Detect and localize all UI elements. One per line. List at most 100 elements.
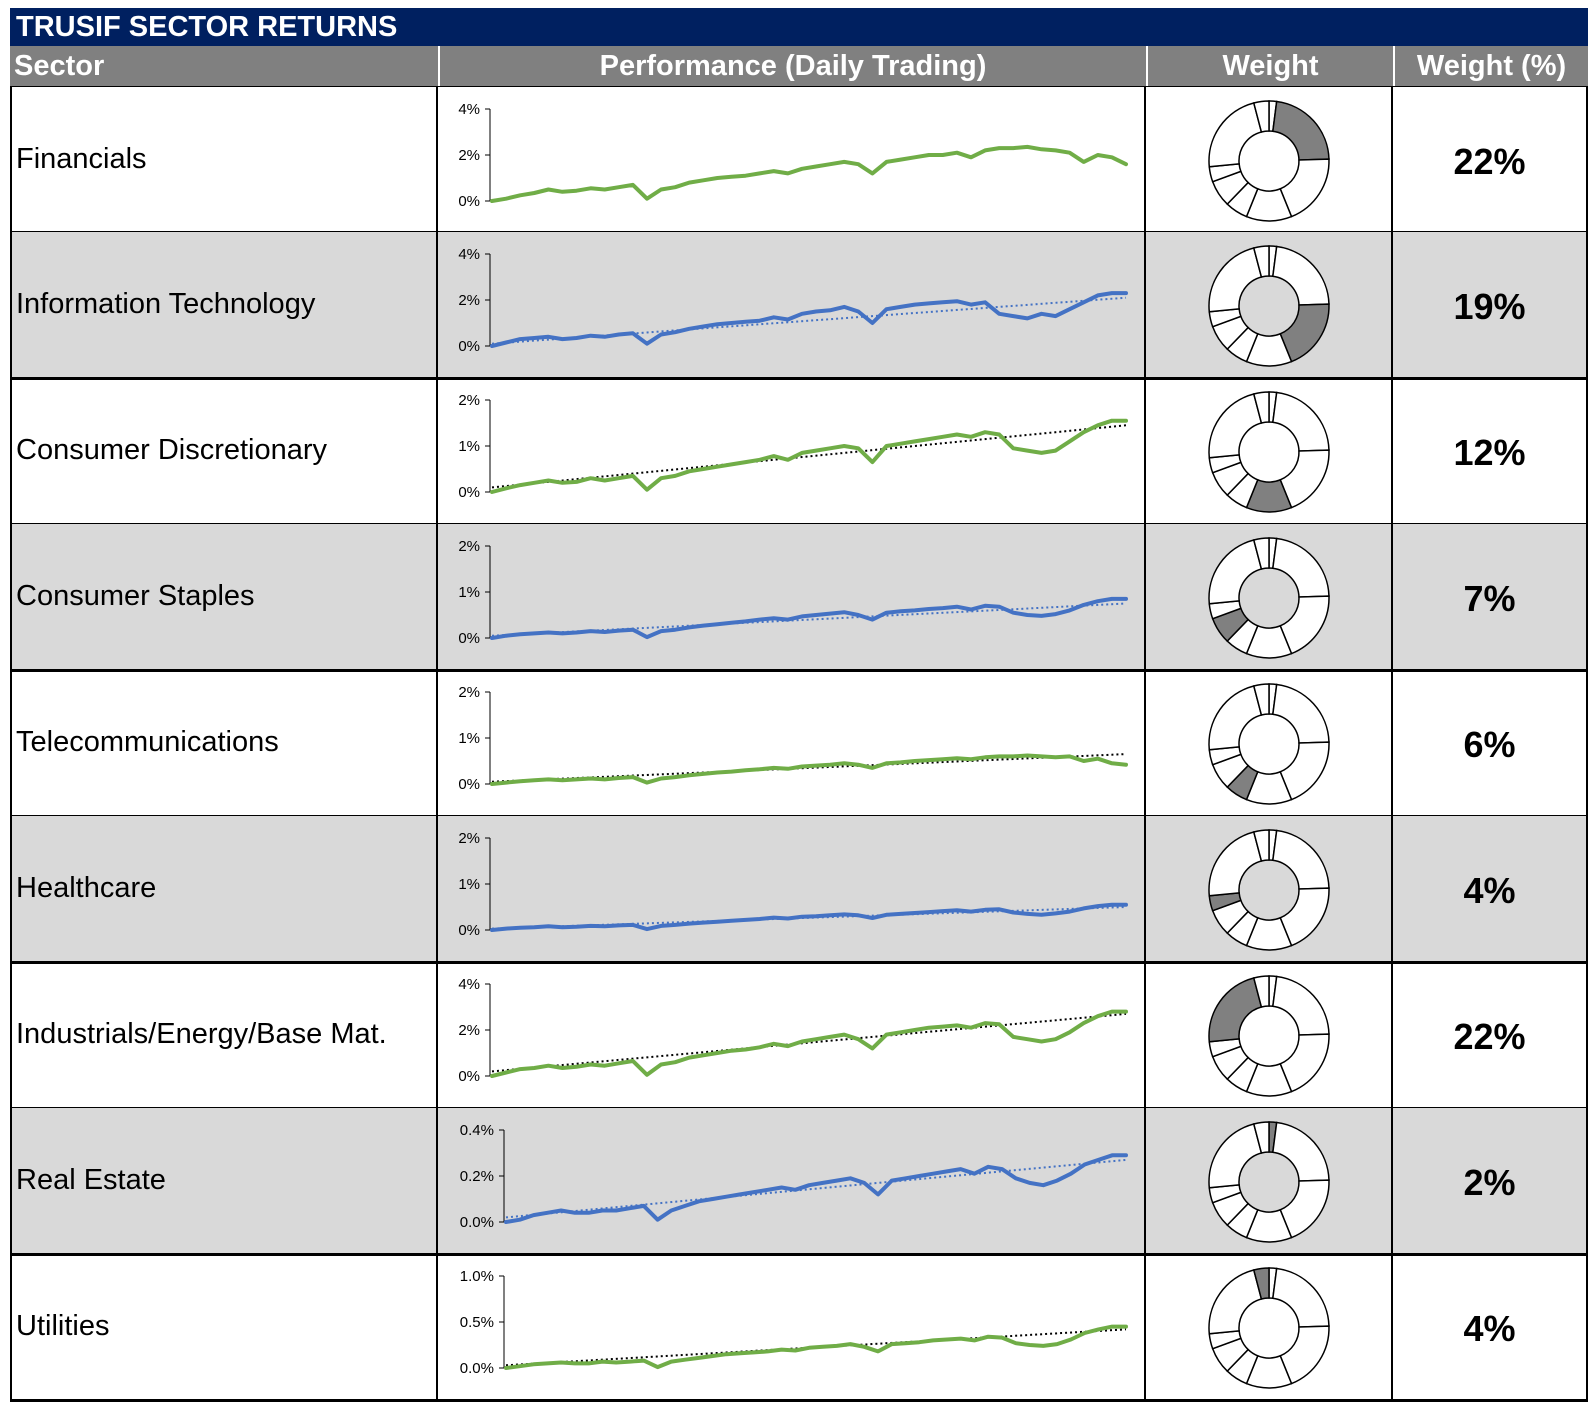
performance-chart: 2% 1% 0% — [458, 538, 1128, 647]
y-tick-label: 2% — [458, 684, 480, 701]
weight-donut — [1208, 537, 1330, 659]
sector-name: Consumer Staples — [16, 580, 255, 612]
sector-cell: Industrials/Energy/Base Mat. — [10, 962, 438, 1107]
performance-cell: 2% 1% 0% — [438, 670, 1146, 815]
donut-segment — [1271, 245, 1330, 306]
weight-donut — [1208, 1267, 1330, 1389]
performance-chart: 4% 2% 0% — [458, 246, 1128, 355]
performance-line — [490, 902, 1128, 932]
donut-segment — [1252, 975, 1270, 1008]
weight-donut — [1208, 683, 1330, 805]
donut-segment — [1271, 1121, 1330, 1182]
performance-chart: 1.0% 0.5% 0.0% — [460, 1268, 1128, 1377]
y-tick-label: 0% — [458, 922, 480, 939]
performance-chart: 2% 1% 0% — [458, 830, 1128, 939]
performance-cell: 2% 1% 0% — [438, 378, 1146, 523]
y-tick-label: 0.0% — [460, 1214, 494, 1231]
y-tick-label: 2% — [458, 1022, 480, 1039]
performance-chart: 4% 2% 0% — [458, 101, 1128, 210]
performance-cell: 4% 2% 0% — [438, 232, 1146, 377]
y-tick-label: 0% — [458, 484, 480, 501]
donut-segment — [1208, 393, 1263, 459]
weight-donut — [1208, 245, 1330, 367]
weight-pct-value: 19% — [1453, 286, 1526, 327]
y-tick-label: 2% — [458, 830, 480, 847]
donut-segment — [1271, 975, 1330, 1036]
weight-donut — [1208, 829, 1330, 951]
weight-pct-cell: 12% — [1393, 378, 1588, 523]
donut-segment — [1252, 1121, 1270, 1154]
weight-pct-cell: 2% — [1393, 1108, 1588, 1253]
donut-segment — [1208, 977, 1263, 1043]
weight-cell — [1146, 232, 1393, 377]
performance-chart: 0.4% 0.2% 0.0% — [460, 1122, 1128, 1231]
sector-name: Consumer Discretionary — [16, 434, 328, 466]
sector-name: Telecommunications — [16, 726, 279, 758]
y-tick-label: 4% — [458, 246, 480, 263]
donut-segment — [1208, 685, 1263, 751]
weight-donut — [1208, 100, 1330, 222]
donut-segment — [1208, 247, 1263, 313]
y-tick-label: 0.0% — [460, 1360, 494, 1377]
weight-pct-cell: 22% — [1393, 962, 1588, 1107]
table-row: Telecommunications 2% 1% 0% 6% — [10, 670, 1588, 818]
weight-cell — [1146, 524, 1393, 669]
sector-name: Utilities — [16, 1310, 110, 1342]
performance-chart: 2% 1% 0% — [458, 392, 1128, 501]
trendline — [491, 1012, 1127, 1073]
sector-name: Financials — [16, 143, 147, 175]
y-tick-label: 2% — [458, 538, 480, 555]
y-tick-label: 1% — [458, 584, 480, 601]
trendline — [491, 424, 1127, 489]
donut-segment — [1208, 1123, 1263, 1189]
y-tick-label: 2% — [458, 392, 480, 409]
trendline — [505, 1158, 1127, 1219]
y-tick-label: 0.4% — [460, 1122, 494, 1139]
table-row: Healthcare 2% 1% 0% 4% — [10, 816, 1588, 964]
table-row: Consumer Discretionary 2% 1% 0% 12% — [10, 378, 1588, 526]
weight-pct-cell: 4% — [1393, 816, 1588, 961]
sector-name: Healthcare — [16, 872, 157, 904]
donut-segment — [1271, 537, 1330, 598]
weight-pct-value: 2% — [1463, 1162, 1516, 1203]
weight-pct-value: 4% — [1463, 870, 1516, 911]
y-tick-label: 0% — [458, 1068, 480, 1085]
performance-line — [504, 1324, 1128, 1370]
donut-segment — [1252, 100, 1270, 133]
sector-name: Industrials/Energy/Base Mat. — [16, 1018, 387, 1050]
performance-cell: 4% 2% 0% — [438, 87, 1146, 232]
y-tick-label: 0% — [458, 630, 480, 647]
performance-chart: 2% 1% 0% — [458, 684, 1128, 793]
donut-segment — [1252, 1267, 1270, 1300]
weight-pct-cell: 6% — [1393, 670, 1588, 815]
performance-line — [490, 596, 1128, 640]
performance-line — [504, 1153, 1128, 1224]
weight-cell — [1146, 87, 1393, 232]
performance-cell: 0.4% 0.2% 0.0% — [438, 1108, 1146, 1253]
y-tick-label: 2% — [458, 292, 480, 309]
weight-pct-cell: 7% — [1393, 524, 1588, 669]
weight-pct-value: 22% — [1453, 1016, 1526, 1057]
donut-segment — [1208, 831, 1263, 897]
y-tick-label: 1% — [458, 730, 480, 747]
weight-pct-value: 12% — [1453, 432, 1526, 473]
donut-segment — [1271, 1267, 1330, 1328]
sector-name: Real Estate — [16, 1164, 166, 1196]
donut-segment — [1208, 1269, 1263, 1335]
y-tick-label: 0.5% — [460, 1314, 494, 1331]
donut-segment — [1252, 829, 1270, 862]
performance-line — [490, 753, 1128, 786]
weight-cell — [1146, 378, 1393, 523]
table-title: TRUSIF SECTOR RETURNS — [10, 8, 1588, 46]
performance-cell: 4% 2% 0% — [438, 962, 1146, 1107]
table-row: Utilities 1.0% 0.5% 0.0% 4% — [10, 1254, 1588, 1402]
weight-pct-value: 7% — [1463, 578, 1516, 619]
sector-cell: Financials — [10, 87, 438, 232]
weight-cell — [1146, 1108, 1393, 1253]
weight-donut — [1208, 975, 1330, 1097]
header-weight-pct: Weight (%) — [1393, 46, 1588, 86]
y-tick-label: 0.2% — [460, 1168, 494, 1185]
header-weight: Weight — [1146, 46, 1393, 86]
weight-cell — [1146, 816, 1393, 961]
sector-cell: Information Technology — [10, 232, 438, 377]
